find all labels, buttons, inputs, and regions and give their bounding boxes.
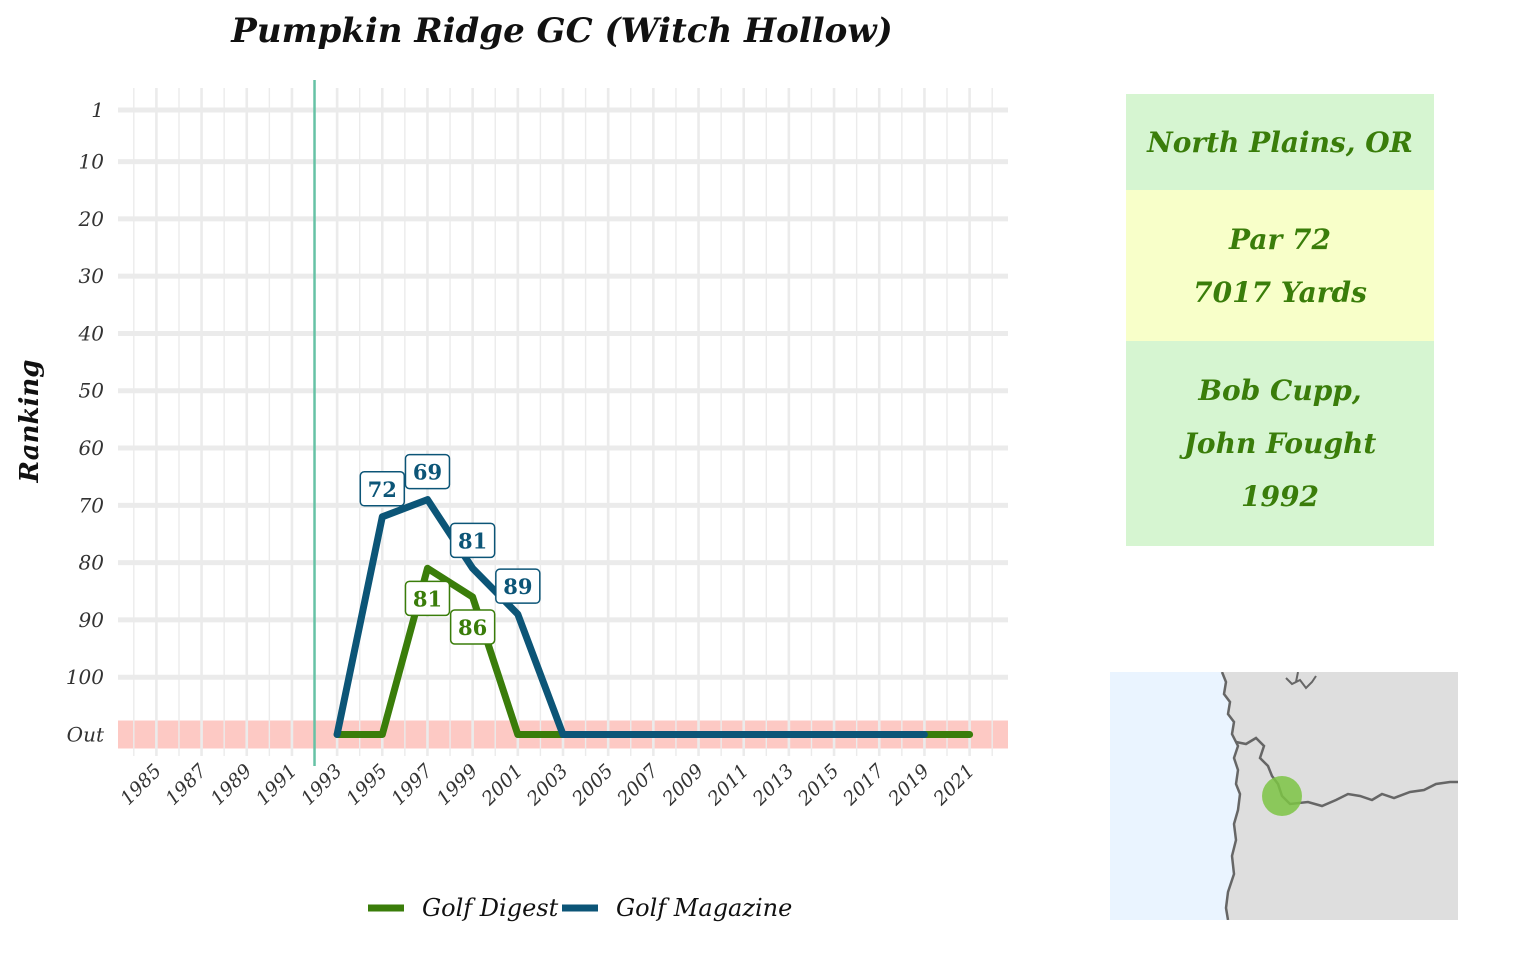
x-tick-label: 1997 (387, 759, 437, 809)
x-tick-label: 2001 (477, 760, 527, 810)
y-tick-label: 80 (79, 551, 105, 575)
data-label-box (449, 609, 496, 645)
y-axis-title: Ranking (15, 360, 45, 484)
y-tick-label: 20 (78, 207, 105, 231)
coastline (1220, 672, 1242, 920)
x-tick-label: 1995 (342, 760, 392, 810)
x-tick-label: 2007 (612, 759, 663, 810)
chart-title: Pumpkin Ridge GC (Witch Hollow) (230, 11, 892, 51)
course-location-marker (1262, 776, 1302, 816)
y-tick-label: 90 (79, 608, 105, 632)
x-tick-label: 2013 (748, 760, 798, 810)
data-label-box (359, 471, 406, 507)
designer-1-text: Bob Cupp, (1198, 374, 1362, 407)
data-label: 81 (413, 586, 442, 611)
y-tick-label: Out (67, 723, 105, 747)
data-label-box (495, 568, 541, 604)
x-tick-label: 2021 (929, 760, 979, 810)
location-text: North Plains, OR (1147, 125, 1413, 159)
par-text: Par 72 (1229, 222, 1331, 256)
y-tick-label: 50 (79, 379, 105, 403)
y-tick-label: 70 (79, 493, 105, 517)
x-tick-label: 2011 (703, 760, 753, 810)
x-tick-label: 2015 (793, 760, 843, 810)
x-tick-label: 1991 (252, 760, 302, 810)
data-label: 89 (503, 574, 532, 599)
data-label-box (404, 453, 451, 490)
course-info-panel: North Plains, OR Par 72 7017 Yards Bob C… (1126, 94, 1434, 546)
yardage-text: 7017 Yards (1193, 275, 1367, 309)
data-label: 72 (368, 477, 397, 502)
x-tick-label: 2009 (658, 760, 708, 810)
course-stats-box: Par 72 7017 Yards (1126, 190, 1434, 341)
y-tick-label: 30 (79, 264, 105, 288)
data-label-box (404, 580, 451, 617)
columbia-river (1235, 736, 1458, 808)
data-label: 86 (458, 615, 487, 640)
location-box: North Plains, OR (1126, 94, 1434, 190)
year-built-text: 1992 (1241, 480, 1319, 513)
x-tick-label: 1989 (207, 760, 257, 810)
y-tick-label: 100 (66, 665, 104, 689)
location-map (1110, 672, 1458, 920)
map-svg (1110, 672, 1458, 920)
y-tick-label: 1 (91, 98, 104, 122)
data-label: 81 (458, 528, 487, 553)
series-line-golf-magazine (333, 496, 928, 738)
legend-label: Golf Digest (422, 894, 559, 922)
x-tick-label: 1987 (161, 759, 211, 809)
map-land (1222, 672, 1458, 920)
x-tick-label: 2003 (522, 760, 572, 810)
x-tick-label: 1985 (116, 760, 166, 810)
data-label: 69 (413, 460, 442, 485)
data-label-box (449, 522, 496, 559)
designer-2-text: John Fought (1183, 427, 1377, 460)
y-tick-label: 60 (79, 436, 105, 460)
designer-box: Bob Cupp, John Fought 1992 (1126, 341, 1434, 546)
y-tick-label: 40 (78, 321, 105, 345)
legend-label: Golf Magazine (616, 894, 792, 922)
x-tick-label: 2017 (838, 759, 889, 810)
x-tick-label: 1993 (297, 760, 347, 810)
x-tick-label: 1999 (432, 760, 482, 810)
y-tick-label: 10 (79, 150, 105, 174)
x-tick-label: 2019 (883, 760, 933, 810)
legend: Golf Digest Golf Magazine (368, 894, 792, 922)
x-tick-label: 2005 (567, 760, 617, 810)
plot-area: 1102030405060708090100Out198519871989199… (66, 80, 1008, 810)
puget-inlet (1285, 672, 1317, 690)
